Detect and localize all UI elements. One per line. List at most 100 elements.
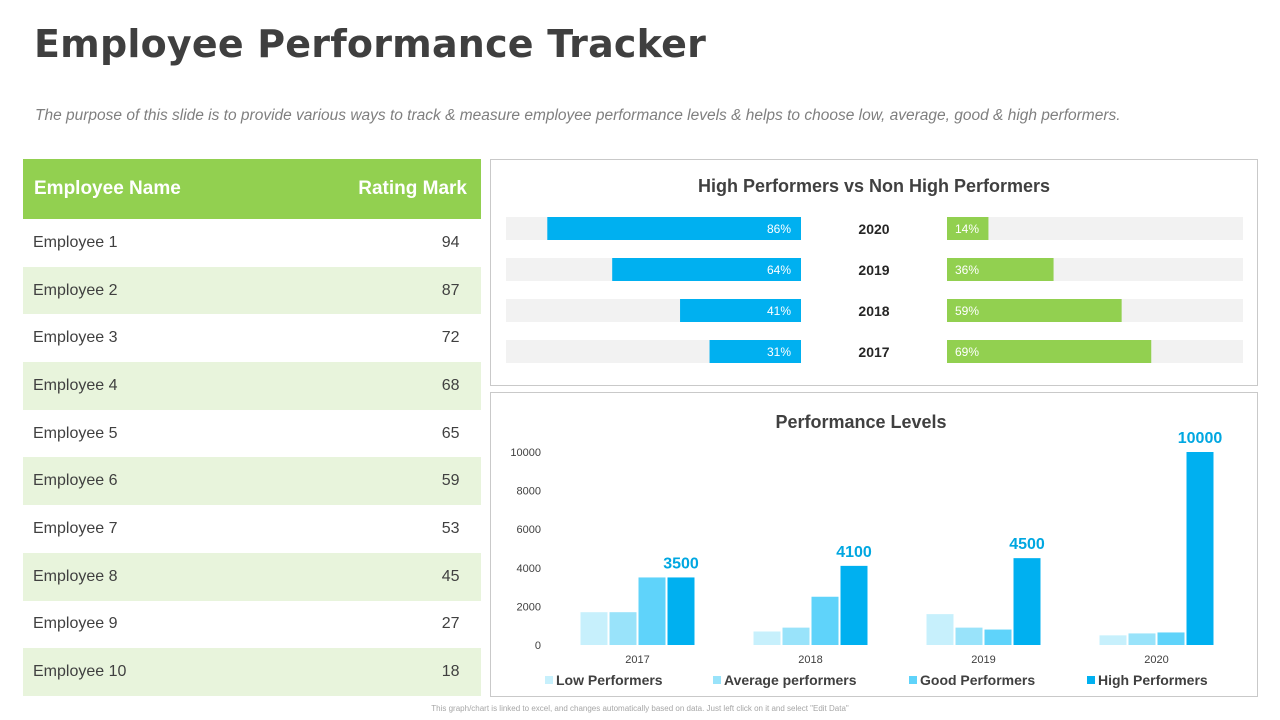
employee-name-cell: Employee 6 xyxy=(23,457,231,506)
column-bar xyxy=(984,629,1012,645)
table-row: Employee 9 27 xyxy=(23,601,481,649)
legend-label: Average performers xyxy=(724,672,857,688)
rating-cell: 53 xyxy=(441,519,460,537)
data-label: 10000 xyxy=(1178,430,1223,447)
page-subtitle: The purpose of this slide is to provide … xyxy=(35,107,1121,124)
bar-non-high-performers xyxy=(947,217,989,240)
employee-name-cell: Employee 3 xyxy=(33,329,118,347)
legend-label: Good Performers xyxy=(920,672,1035,688)
legend-label: High Performers xyxy=(1098,672,1208,688)
column-bar xyxy=(638,577,666,645)
performance-levels-chart: Performance Levels 0 2000 4000 6000 8000 10000… xyxy=(510,412,1223,688)
table-row: Employee 2 87 xyxy=(23,266,481,315)
column-bar xyxy=(1099,635,1127,645)
rating-cell: 59 xyxy=(230,457,481,506)
column-bar xyxy=(955,627,983,645)
column-bar xyxy=(926,614,954,645)
performance-levels-chart-panel: Performance Levels 0 2000 4000 6000 8000 10000… xyxy=(490,392,1258,697)
column-bar xyxy=(1186,452,1214,645)
employee-name-cell: Employee 4 xyxy=(23,362,231,410)
legend-swatch xyxy=(713,676,721,684)
bar-non-high-performers xyxy=(947,340,1152,363)
bar-non-high-performers xyxy=(947,299,1122,322)
y-tick-label: 2000 xyxy=(517,601,541,613)
employee-name-cell: Employee 8 xyxy=(23,552,231,601)
bar-non-high-performers xyxy=(947,258,1054,281)
rating-cell: 72 xyxy=(441,329,460,347)
column-bar xyxy=(840,565,868,645)
y-tick-label: 6000 xyxy=(517,524,541,536)
rating-cell: 94 xyxy=(441,233,460,251)
bar-value-label: 86% xyxy=(767,222,791,236)
table-header-row: Employee Name Rating Mark xyxy=(23,159,481,219)
rating-cell: 68 xyxy=(230,362,481,410)
year-label: 2017 xyxy=(858,344,889,360)
bar-value-label: 64% xyxy=(767,263,791,277)
table-row: Employee 10 18 xyxy=(23,648,481,696)
bar-high-performers xyxy=(680,299,801,322)
high-vs-non-high-chart: High Performers vs Non High Performers 86… xyxy=(506,176,1243,363)
table-row: Employee 1 94 xyxy=(23,219,481,267)
bar-value-label: 36% xyxy=(955,263,979,277)
column-bar xyxy=(1157,632,1185,645)
table-row: Employee 3 72 xyxy=(23,314,481,362)
table-row: Employee 5 65 xyxy=(23,410,481,458)
bar-value-label: 14% xyxy=(955,222,979,236)
column-bar xyxy=(811,596,839,645)
data-label: 3500 xyxy=(663,555,699,572)
column-bar xyxy=(753,631,781,645)
chart-footnote: This graph/chart is linked to excel, and… xyxy=(431,704,849,713)
employee-name-cell: Employee 2 xyxy=(23,266,231,315)
employee-name-cell: Employee 1 xyxy=(33,233,118,251)
column-bar xyxy=(1128,633,1156,645)
bar-value-label: 69% xyxy=(955,345,979,359)
employee-rating-table: Employee Name Rating Mark Employee 1 94 E… xyxy=(23,159,481,696)
bar-high-performers xyxy=(612,258,801,281)
employee-name-cell: Employee 5 xyxy=(33,424,118,442)
bar-value-label: 41% xyxy=(767,304,791,318)
bar-high-performers xyxy=(547,217,801,240)
rating-cell: 87 xyxy=(230,266,481,315)
column-header-employee-name: Employee Name xyxy=(23,159,231,219)
column-bar xyxy=(782,627,810,645)
page-title: Employee Performance Tracker xyxy=(34,22,707,66)
rating-cell: 45 xyxy=(230,552,481,601)
employee-name-cell: Employee 7 xyxy=(33,519,118,537)
data-label: 4100 xyxy=(836,544,872,561)
bar-value-label: 59% xyxy=(955,304,979,318)
column-bar xyxy=(667,577,695,645)
year-label: 2018 xyxy=(858,303,889,319)
column-bar xyxy=(609,612,637,645)
bar-track-right xyxy=(947,217,1243,240)
year-label: 2020 xyxy=(858,221,889,237)
bar-high-performers xyxy=(709,340,801,363)
x-tick-label: 2018 xyxy=(798,654,822,666)
year-label: 2019 xyxy=(858,262,889,278)
table-row: Employee 7 53 xyxy=(23,505,481,553)
rating-cell: 65 xyxy=(441,424,460,442)
chart-title: Performance Levels xyxy=(775,412,946,432)
legend-swatch xyxy=(545,676,553,684)
x-tick-label: 2020 xyxy=(1144,654,1168,666)
legend-label: Low Performers xyxy=(556,672,663,688)
column-bar xyxy=(580,612,608,645)
rating-cell: 18 xyxy=(230,648,481,696)
table-row: Employee 8 45 xyxy=(23,552,481,601)
table-row: Employee 6 59 xyxy=(23,457,481,506)
x-tick-label: 2019 xyxy=(971,654,995,666)
rating-cell: 27 xyxy=(441,615,460,633)
column-bar xyxy=(1013,558,1041,645)
y-tick-label: 0 xyxy=(535,640,541,652)
y-tick-label: 8000 xyxy=(517,486,541,498)
data-label: 4500 xyxy=(1009,536,1045,553)
employee-name-cell: Employee 10 xyxy=(23,648,231,696)
employee-name-cell: Employee 9 xyxy=(33,615,118,633)
column-header-rating-mark: Rating Mark xyxy=(230,159,481,219)
chart-title: High Performers vs Non High Performers xyxy=(698,176,1050,196)
bar-value-label: 31% xyxy=(767,345,791,359)
y-tick-label: 4000 xyxy=(517,563,541,575)
high-vs-non-high-chart-panel: High Performers vs Non High Performers 86… xyxy=(490,159,1258,386)
legend-swatch xyxy=(909,676,917,684)
table-row: Employee 4 68 xyxy=(23,362,481,410)
y-tick-label: 10000 xyxy=(510,447,541,459)
